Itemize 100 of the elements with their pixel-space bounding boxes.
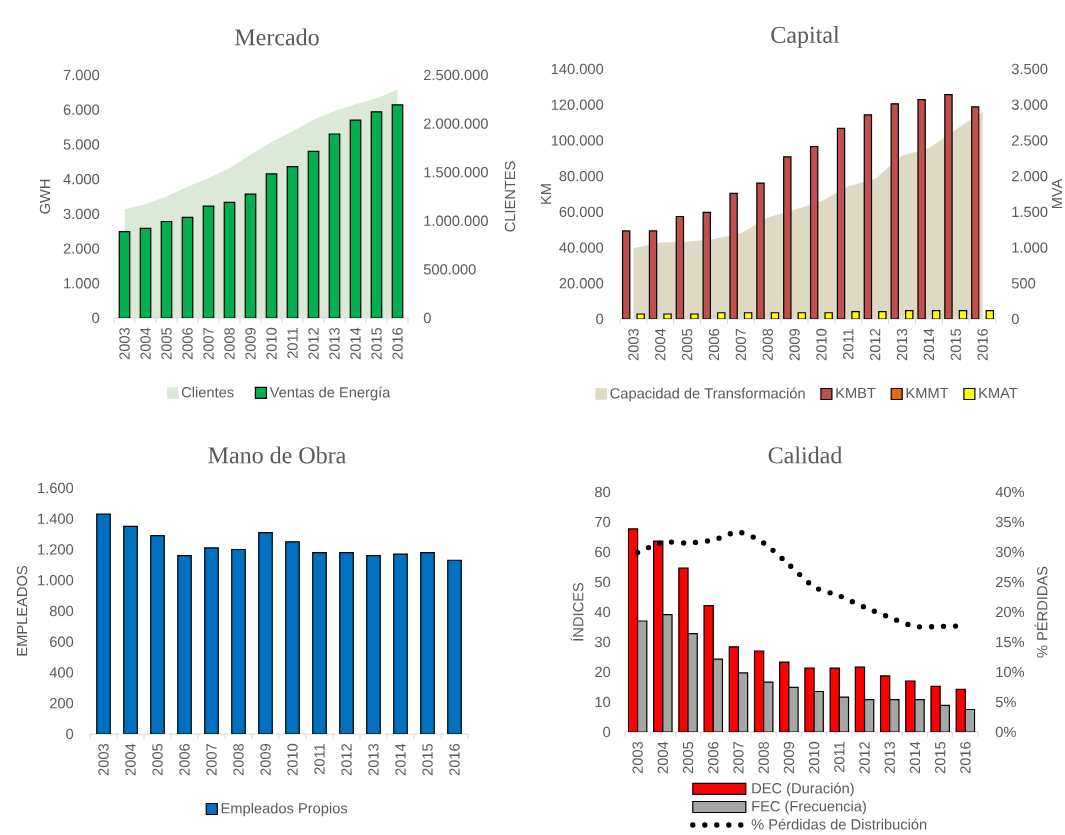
y2-tick-label: 0 <box>423 312 431 324</box>
chart-title: Mano de Obra <box>208 446 346 464</box>
y-tick-label: 2.000 <box>63 243 100 254</box>
x-tick-label: 2013 <box>896 328 908 361</box>
x-tick-label: 2012 <box>859 741 870 774</box>
y-tick-label: 60.000 <box>559 206 604 218</box>
y-axis-title: GWH <box>39 179 51 214</box>
y2-tick-label: 2.000.000 <box>424 118 488 129</box>
y2-tick-label: 500.000 <box>423 264 476 275</box>
x-tick-label: 2010 <box>287 743 298 776</box>
x-tick-label: 2010 <box>808 741 820 774</box>
y2-tick-label: 5% <box>995 696 1016 708</box>
y-tick-label: 1.600 <box>38 482 74 494</box>
y2-tick-label: 3.000 <box>1011 99 1048 110</box>
x-tick-label: 2010 <box>266 327 277 360</box>
y-tick-label: 4.000 <box>63 173 100 185</box>
x-tick-label: 2007 <box>735 329 747 361</box>
y2-tick-label: 10% <box>996 666 1025 678</box>
y-tick-label: 5.000 <box>63 139 100 150</box>
legend-label: % Pérdidas de Distribución <box>751 818 927 830</box>
y2-tick-label: 40% <box>995 486 1025 498</box>
y2-tick-label: 0 <box>1011 313 1019 325</box>
bar <box>447 559 462 734</box>
x-tick-label: 2014 <box>395 743 406 776</box>
y2-axis-title: % PÉRDIDAS <box>1034 566 1048 658</box>
x-tick-label: 2010 <box>816 328 827 361</box>
y-tick-label: 40.000 <box>559 242 604 253</box>
x-tick-label: 2012 <box>341 744 352 776</box>
x-tick-label: 2005 <box>152 743 163 776</box>
bar <box>204 547 219 734</box>
bar <box>150 535 165 734</box>
bar <box>285 541 300 734</box>
x-tick-label: 2006 <box>182 327 193 360</box>
x-tick-label: 2007 <box>203 328 214 360</box>
bar <box>96 513 111 734</box>
legend-label: Ventas de Energía <box>269 386 391 401</box>
legend-label: Empleados Propios <box>221 802 348 817</box>
y2-tick-label: 2.500.000 <box>424 69 488 81</box>
y-tick-label: 20.000 <box>559 278 604 289</box>
x-tick-label: 2003 <box>98 743 109 776</box>
bar <box>231 548 246 734</box>
x-tick-label: 2012 <box>869 329 881 361</box>
legend-label: KMAT <box>979 387 1018 399</box>
y-tick-label: 1.000 <box>64 278 100 289</box>
y2-tick-label: 35% <box>995 516 1025 528</box>
y-tick-label: 70 <box>595 516 611 528</box>
x-tick-label: 2012 <box>308 328 319 360</box>
x-tick-label: 2011 <box>834 741 845 773</box>
x-tick-label: 2011 <box>843 328 854 360</box>
x-tick-label: 2016 <box>449 743 460 776</box>
bar <box>420 551 435 734</box>
bar <box>339 551 354 734</box>
y2-tick-label: 2.000 <box>1012 170 1048 182</box>
x-tick-label: 2009 <box>260 743 271 776</box>
x-tick-label: 2005 <box>682 741 694 774</box>
y-tick-label: 200 <box>50 698 74 709</box>
y-tick-label: 40 <box>594 606 611 618</box>
x-tick-label: 2016 <box>960 741 971 774</box>
y-axis-title: ÍNDICES <box>570 582 584 641</box>
y-tick-label: 0 <box>603 726 611 738</box>
x-tick-label: 2009 <box>245 327 256 360</box>
y2-tick-label: 15% <box>996 636 1025 648</box>
y2-tick-label: 500 <box>1011 278 1036 289</box>
y2-tick-label: 1.000 <box>1012 242 1048 253</box>
x-tick-label: 2009 <box>783 741 795 774</box>
y-tick-label: 1.400 <box>38 513 74 524</box>
x-tick-label: 2015 <box>422 743 433 776</box>
x-tick-label: 2014 <box>923 328 935 361</box>
x-tick-label: 2013 <box>884 741 895 774</box>
y-tick-label: 120.000 <box>551 99 604 110</box>
x-tick-label: 2004 <box>140 327 151 360</box>
x-tick-label: 2007 <box>733 741 744 774</box>
x-tick-label: 2005 <box>161 327 172 360</box>
x-tick-label: 2011 <box>287 327 298 359</box>
x-tick-label: 2009 <box>789 328 800 361</box>
y2-tick-label: 2.500 <box>1012 135 1048 146</box>
y-tick-label: 1.200 <box>38 544 74 555</box>
y-tick-label: 6.000 <box>63 104 100 115</box>
chart-title: Capital <box>771 26 840 48</box>
x-tick-label: 2003 <box>628 328 639 361</box>
x-tick-label: 2013 <box>329 327 340 360</box>
x-tick-label: 2006 <box>179 743 190 776</box>
x-tick-label: 2008 <box>233 743 244 776</box>
y2-tick-label: 3.500 <box>1011 63 1048 75</box>
y2-tick-label: 0% <box>995 726 1016 738</box>
legend-label: Capacidad de Transformación <box>610 387 805 402</box>
legend-label: DEC (Duración) <box>752 782 854 797</box>
y-tick-label: 50 <box>595 576 611 588</box>
y-tick-label: 7.000 <box>63 69 100 81</box>
x-tick-label: 2008 <box>758 741 769 774</box>
y-tick-label: 10 <box>595 696 611 708</box>
y-tick-label: 3.000 <box>63 208 100 220</box>
y-tick-label: 1.000 <box>38 575 74 586</box>
y2-tick-label: 1.000.000 <box>424 215 488 226</box>
y-tick-label: 80.000 <box>559 170 604 182</box>
x-tick-label: 2008 <box>762 328 773 361</box>
bar <box>123 525 138 734</box>
legend-label: FEC (Frecuencia) <box>752 800 866 815</box>
y2-tick-label: 1.500.000 <box>424 167 488 178</box>
y2-tick-label: 20% <box>996 606 1025 618</box>
